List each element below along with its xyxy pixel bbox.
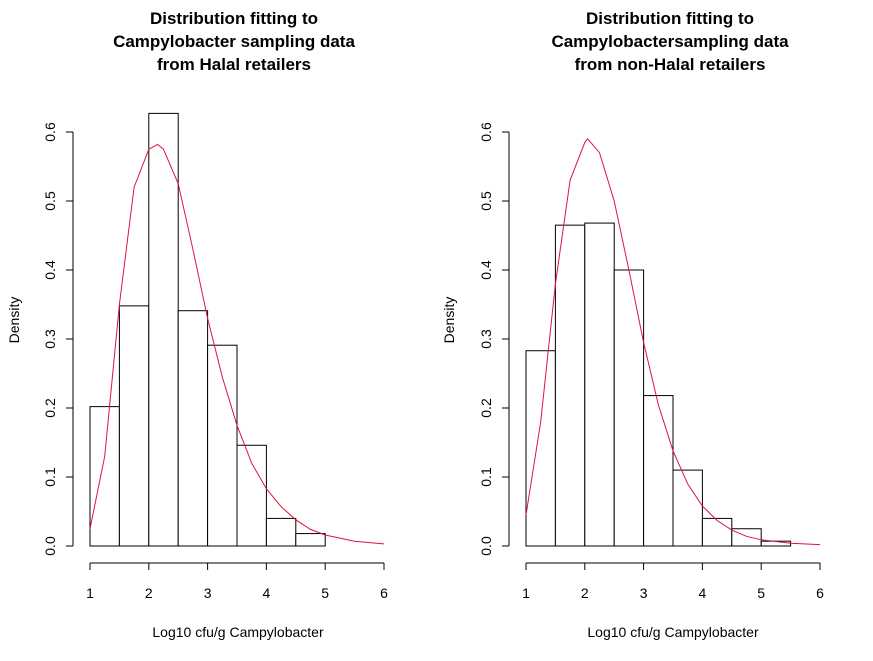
y-tick-label: 0.6 bbox=[42, 122, 58, 142]
y-tick-label: 0.2 bbox=[42, 398, 58, 418]
panel-non-halal: Distribution fitting to Campylobactersam… bbox=[441, 9, 824, 640]
panel-halal: Distribution fitting to Campylobacter sa… bbox=[6, 9, 388, 640]
y-axis-label: Density bbox=[441, 297, 457, 344]
y-tick-label: 0.1 bbox=[42, 467, 58, 487]
histogram-bar bbox=[177, 310, 209, 547]
x-axis-label: Log10 cfu/g Campylobacter bbox=[587, 624, 759, 640]
y-tick-label: 0.6 bbox=[478, 122, 494, 142]
histogram-bar bbox=[525, 350, 556, 547]
x-tick-label: 5 bbox=[757, 585, 765, 601]
x-tick-label: 6 bbox=[816, 585, 824, 601]
x-axis-label: Log10 cfu/g Campylobacter bbox=[152, 624, 324, 640]
histogram-bar bbox=[731, 528, 762, 547]
chart-title-line-3: from non-Halal retailers bbox=[575, 55, 766, 74]
y-tick-label: 0.0 bbox=[42, 536, 58, 556]
x-tick-label: 2 bbox=[581, 585, 589, 601]
chart-title-line-1: Distribution fitting to bbox=[586, 9, 754, 28]
histogram-bar bbox=[554, 224, 586, 547]
x-tick-label: 6 bbox=[380, 585, 388, 601]
histogram-bar bbox=[613, 269, 645, 547]
x-tick-label: 1 bbox=[86, 585, 94, 601]
histogram-bar bbox=[701, 517, 733, 547]
x-tick-label: 4 bbox=[699, 585, 707, 601]
x-tick-label: 2 bbox=[145, 585, 153, 601]
chart-title-line-2: Campylobactersampling data bbox=[551, 32, 789, 51]
histogram-bar bbox=[118, 305, 150, 547]
y-tick-label: 0.4 bbox=[478, 260, 494, 280]
histogram-bar bbox=[672, 469, 703, 547]
histogram-bar bbox=[265, 517, 297, 547]
chart-title-line-1: Distribution fitting to bbox=[150, 9, 318, 28]
histogram-bar bbox=[295, 533, 326, 547]
y-tick-label: 0.2 bbox=[478, 398, 494, 418]
y-tick-label: 0.4 bbox=[42, 260, 58, 280]
y-tick-label: 0.5 bbox=[42, 191, 58, 211]
histogram-bar bbox=[148, 112, 179, 547]
x-tick-label: 1 bbox=[522, 585, 530, 601]
y-tick-label: 0.5 bbox=[478, 191, 494, 211]
chart-title-line-2: Campylobacter sampling data bbox=[113, 32, 355, 51]
fitted-density-curve bbox=[89, 143, 385, 545]
y-tick-label: 0.0 bbox=[478, 536, 494, 556]
fitted-density-curve bbox=[525, 138, 821, 546]
y-tick-label: 0.3 bbox=[42, 329, 58, 349]
y-axis-label: Density bbox=[6, 297, 22, 344]
y-tick-label: 0.1 bbox=[478, 467, 494, 487]
chart-title-line-3: from Halal retailers bbox=[157, 55, 311, 74]
histogram-bar bbox=[584, 222, 615, 547]
x-tick-label: 3 bbox=[640, 585, 648, 601]
histogram-bar bbox=[89, 406, 120, 547]
x-tick-label: 3 bbox=[204, 585, 212, 601]
x-tick-label: 5 bbox=[321, 585, 329, 601]
x-tick-label: 4 bbox=[263, 585, 271, 601]
histogram-bar bbox=[643, 395, 674, 547]
y-tick-label: 0.3 bbox=[478, 329, 494, 349]
histogram-bar bbox=[236, 444, 267, 547]
